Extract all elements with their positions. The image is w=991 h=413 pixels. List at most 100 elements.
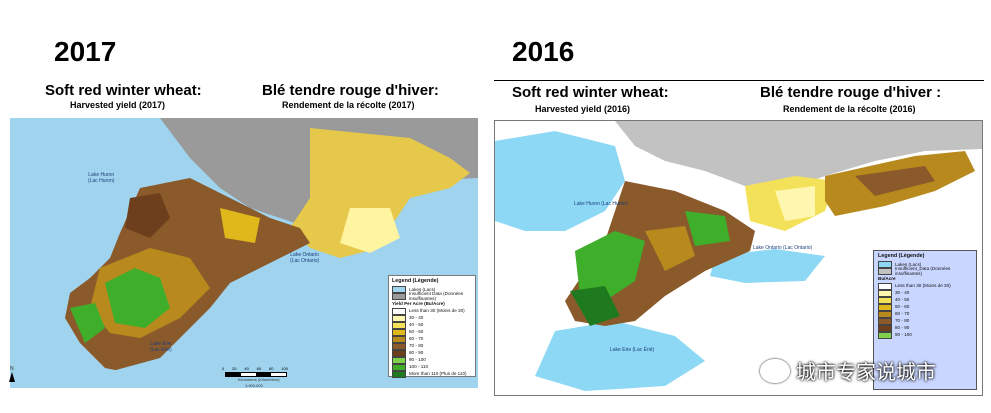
legend-class-label: Less than 30 (Moins de 30)	[409, 308, 465, 314]
left-legend-title: Legend (Légende)	[392, 278, 439, 284]
right-title-rule	[494, 80, 984, 81]
legend-class-swatch	[878, 283, 892, 290]
legend-class-swatch	[878, 304, 892, 311]
legend-class-swatch	[392, 371, 406, 378]
legend-class-row: 40 - 50	[878, 297, 972, 304]
watermark: 城市专家说城市	[760, 356, 936, 385]
right-legend: Legend (Légende) Lakes (Lacs) Insufficie…	[873, 250, 977, 390]
legend-class-swatch	[878, 290, 892, 297]
left-legend-classes: Less than 30 (Moins de 30) 30 - 40 40 - 50…	[392, 308, 472, 378]
legend-class-swatch	[392, 329, 406, 336]
legend-class-swatch	[392, 350, 406, 357]
legend-class-row: 90 - 100	[878, 332, 972, 339]
legend-class-swatch	[392, 308, 406, 315]
legend-class-swatch	[392, 364, 406, 371]
left-legend-unit: Yield Per Acre (Bu/Acre)	[392, 301, 445, 307]
legend-class-label: Less than 30 (Moins de 30)	[895, 283, 951, 289]
north-arrow-icon	[9, 372, 15, 382]
legend-class-label: 80 - 90	[409, 350, 424, 356]
legend-class-row: Less than 30 (Moins de 30)	[392, 308, 472, 315]
scale-tick-label: 0	[222, 366, 225, 371]
watermark-text: 城市专家说城市	[796, 362, 936, 384]
left-legend: Legend (Légende) Lakes (Lacs) Insufficie…	[388, 275, 476, 378]
legend-class-swatch	[878, 318, 892, 325]
legend-class-label: 50 - 60	[895, 304, 910, 310]
legend-class-swatch	[392, 343, 406, 350]
legend-class-row: 30 - 40	[392, 315, 472, 322]
legend-class-row: 50 - 60	[878, 304, 972, 311]
legend-class-row: 100 - 110	[392, 364, 472, 371]
scale-tick-label: 20	[232, 366, 237, 371]
left-lake-huron-label: Lake Huron (Lac Huron)	[88, 172, 115, 184]
left-lake-erie-label: Lake Erie (Lac Érié)	[150, 341, 172, 353]
legend-class-label: 70 - 80	[409, 343, 424, 349]
legend-class-row: 70 - 80	[392, 343, 472, 350]
legend-class-row: Less than 30 (Moins de 30)	[878, 283, 972, 290]
year-2016-label: 2016	[512, 36, 575, 67]
scale-tick-label: 40	[244, 366, 249, 371]
right-legend-lakes: Lakes (Lacs)	[878, 261, 972, 269]
legend-class-label: 100 - 110	[409, 364, 429, 370]
swatch-lakes	[878, 261, 892, 269]
legend-class-row: 90 - 100	[392, 357, 472, 364]
legend-class-label: 80 - 90	[895, 325, 910, 331]
legend-class-label: 90 - 100	[409, 357, 426, 363]
legend-class-label: 60 - 70	[895, 311, 910, 317]
left-title-fr: Blé tendre rouge d'hiver:	[262, 82, 439, 99]
right-title-fr: Blé tendre rouge d'hiver :	[760, 84, 942, 101]
legend-class-label: 70 - 80	[895, 318, 910, 324]
scale-tick-label: 60	[256, 366, 262, 371]
legend-class-label: 40 - 50	[895, 297, 910, 303]
legend-class-label: 30 - 40	[895, 290, 910, 296]
swatch-insufficient	[878, 268, 892, 276]
scale-tick-label: 100	[281, 366, 288, 371]
legend-class-row: 80 - 90	[878, 325, 972, 332]
legend-class-row: 30 - 40	[878, 290, 972, 297]
right-lake-huron-label: Lake Huron (Lac Huron)	[574, 201, 628, 207]
map-2017	[10, 118, 478, 388]
right-lake-ontario-label: Lake Ontario (Lac Ontario)	[753, 245, 813, 251]
right-lake-erie-label: Lake Erie (Lac Érié)	[610, 347, 655, 353]
north-label: N	[10, 366, 14, 372]
left-scale-bar	[225, 372, 287, 377]
left-legend-lakes: Lakes (Lacs)	[392, 286, 472, 294]
map-2017-graphic	[65, 118, 478, 388]
legend-class-swatch	[392, 322, 406, 329]
legend-class-swatch	[392, 315, 406, 322]
legend-class-swatch	[878, 332, 892, 339]
legend-class-label: 40 - 50	[409, 322, 424, 328]
left-subtitle-en: Harvested yield (2017)	[70, 100, 166, 110]
legend-class-swatch	[878, 311, 892, 318]
right-subtitle-en: Harvested yield (2016)	[535, 104, 631, 114]
legend-class-row: 50 - 60	[392, 329, 472, 336]
legend-class-label: 60 - 70	[409, 336, 424, 342]
legend-class-swatch	[878, 325, 892, 332]
right-title-en: Soft red winter wheat:	[512, 84, 669, 101]
map-2016-graphic	[495, 121, 982, 391]
left-title-en: Soft red winter wheat:	[45, 82, 202, 99]
left-scale-units: Kilometers (Kilomètres)	[238, 377, 280, 382]
left-lake-ontario-label: Lake Ontario (Lac Ontario)	[290, 252, 320, 264]
swatch-insufficient	[392, 293, 406, 301]
legend-class-label: More than 110 (Plus de 110)	[409, 371, 467, 377]
scale-tick-label: 80	[268, 366, 274, 371]
left-scale-ratio: 1:900,000	[245, 383, 263, 388]
right-legend-classes: Less than 30 (Moins de 30) 30 - 40 40 - 50…	[878, 283, 972, 339]
legend-class-row: 60 - 70	[878, 311, 972, 318]
legend-class-label: 90 - 100	[895, 332, 912, 338]
legend-class-row: 80 - 90	[392, 350, 472, 357]
legend-class-row: 70 - 80	[878, 318, 972, 325]
legend-class-row: 60 - 70	[392, 336, 472, 343]
right-subtitle-fr: Rendement de la récolte (2016)	[783, 104, 916, 114]
left-subtitle-fr: Rendement de la récolte (2017)	[282, 100, 415, 110]
legend-class-swatch	[392, 336, 406, 343]
year-2017-label: 2017	[54, 36, 117, 67]
legend-class-label: 50 - 60	[409, 329, 424, 335]
chat-bubble-icon	[760, 358, 790, 383]
right-legend-insufficient: Insufficient_Data (Données insuffisantes…	[878, 266, 972, 276]
right-legend-unit: Bu/Acre	[878, 276, 896, 282]
legend-class-row: 40 - 50	[392, 322, 472, 329]
legend-class-row: More than 110 (Plus de 110)	[392, 371, 472, 378]
left-scale-ticks: 0 20 40 60 80 100	[222, 366, 288, 371]
left-legend-insufficient: Insufficient Data (Données insuffisantes…	[392, 291, 472, 301]
